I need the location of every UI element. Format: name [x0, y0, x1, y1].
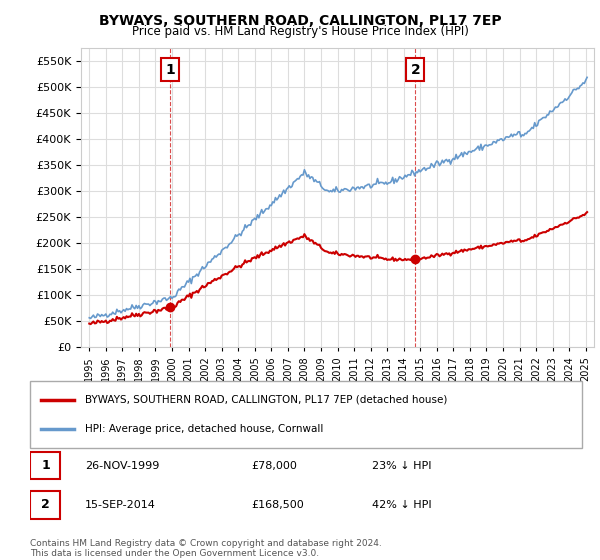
Text: £168,500: £168,500: [251, 500, 304, 510]
Text: BYWAYS, SOUTHERN ROAD, CALLINGTON, PL17 7EP (detached house): BYWAYS, SOUTHERN ROAD, CALLINGTON, PL17 …: [85, 395, 448, 405]
Text: 42% ↓ HPI: 42% ↓ HPI: [372, 500, 432, 510]
Text: 2: 2: [41, 498, 50, 511]
Text: Price paid vs. HM Land Registry's House Price Index (HPI): Price paid vs. HM Land Registry's House …: [131, 25, 469, 38]
FancyBboxPatch shape: [30, 381, 582, 448]
Text: BYWAYS, SOUTHERN ROAD, CALLINGTON, PL17 7EP: BYWAYS, SOUTHERN ROAD, CALLINGTON, PL17 …: [98, 14, 502, 28]
FancyBboxPatch shape: [30, 452, 61, 479]
Text: 1: 1: [166, 63, 175, 77]
Text: 23% ↓ HPI: 23% ↓ HPI: [372, 461, 432, 470]
Text: 15-SEP-2014: 15-SEP-2014: [85, 500, 156, 510]
FancyBboxPatch shape: [30, 491, 61, 519]
Text: Contains HM Land Registry data © Crown copyright and database right 2024.
This d: Contains HM Land Registry data © Crown c…: [30, 539, 382, 558]
Text: £78,000: £78,000: [251, 461, 296, 470]
Text: 2: 2: [410, 63, 421, 77]
Text: 26-NOV-1999: 26-NOV-1999: [85, 461, 160, 470]
Text: 1: 1: [41, 459, 50, 472]
Text: HPI: Average price, detached house, Cornwall: HPI: Average price, detached house, Corn…: [85, 424, 323, 434]
